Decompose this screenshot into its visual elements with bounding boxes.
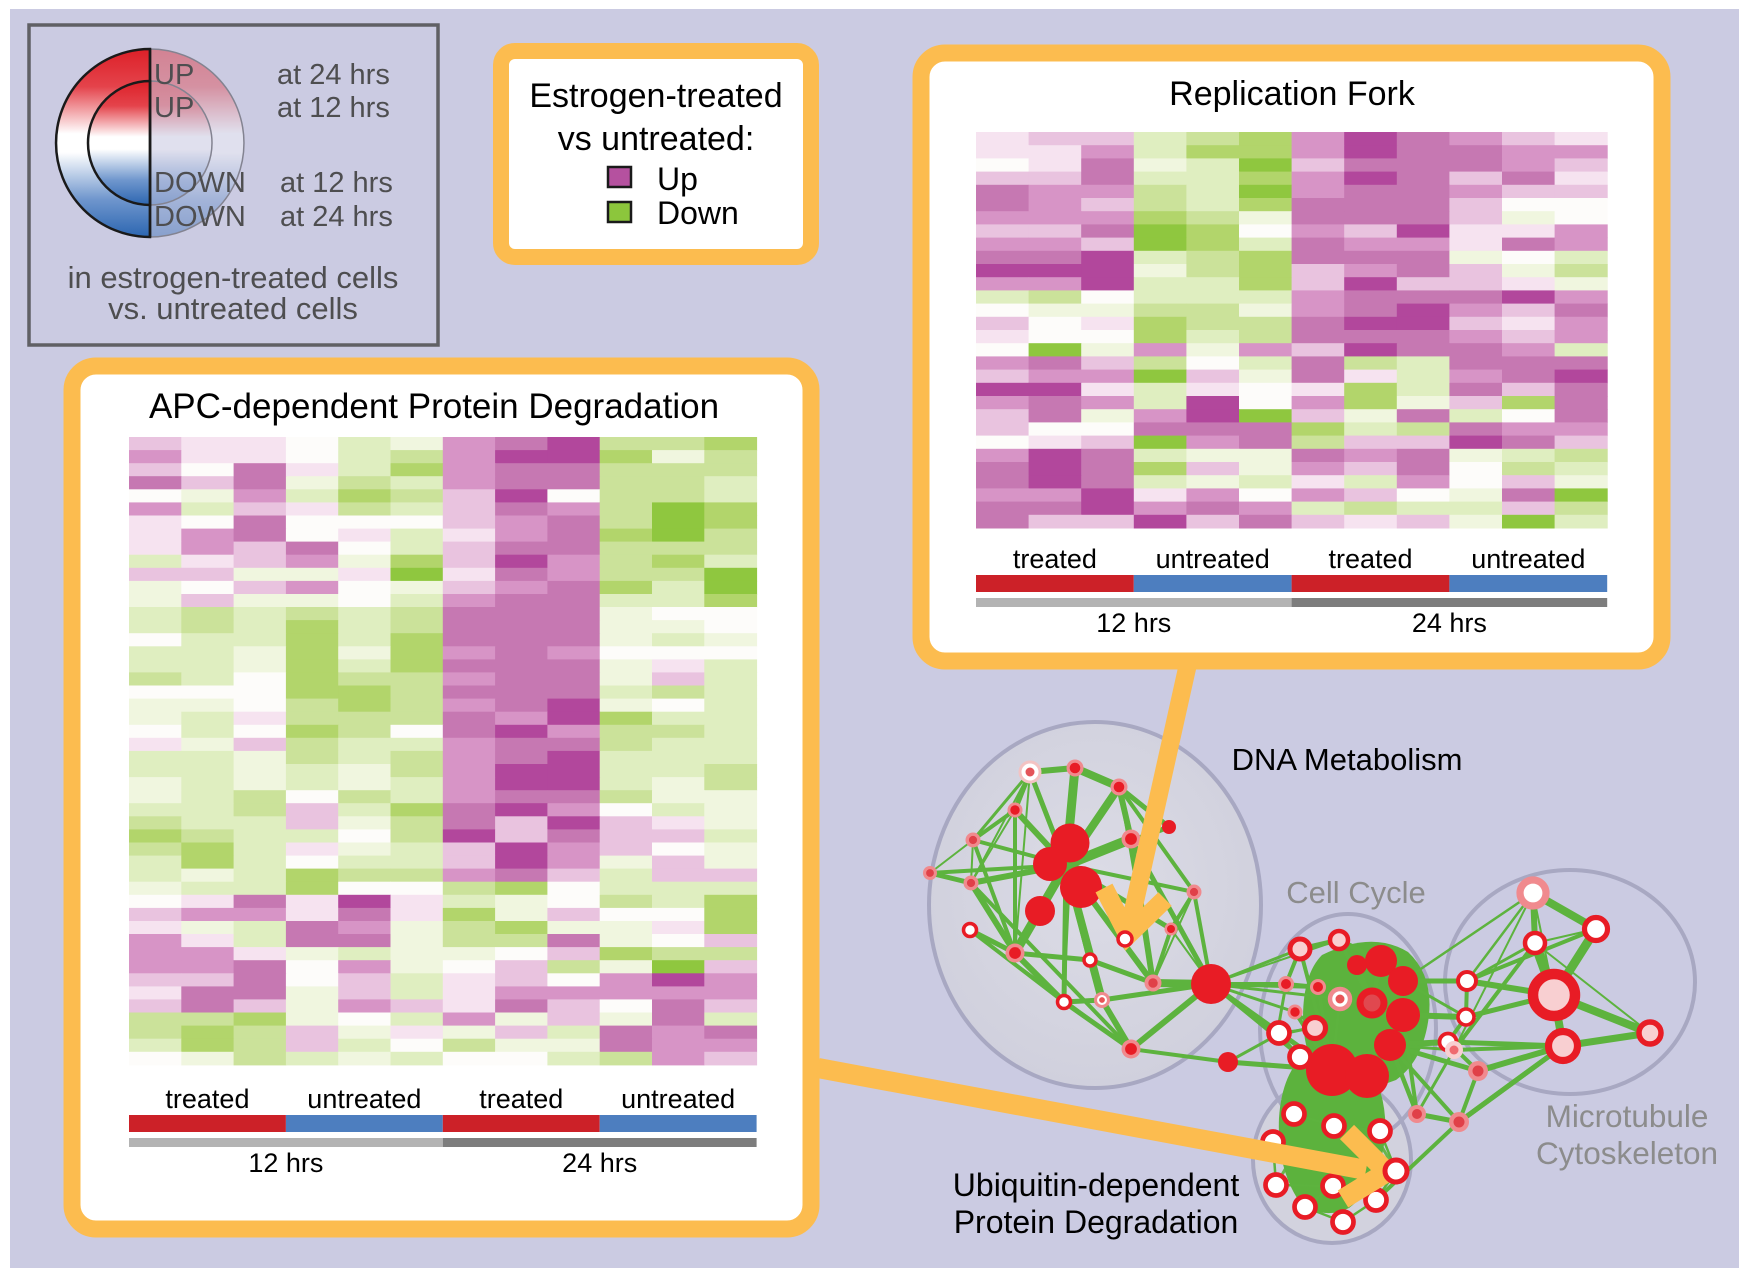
- svg-text:Cytoskeleton: Cytoskeleton: [1536, 1135, 1718, 1171]
- svg-text:at 24 hrs: at 24 hrs: [280, 201, 393, 233]
- svg-text:treated: treated: [479, 1084, 563, 1114]
- svg-text:at 24 hrs: at 24 hrs: [277, 59, 390, 91]
- svg-text:DOWN: DOWN: [154, 167, 246, 199]
- svg-text:at 12 hrs: at 12 hrs: [277, 92, 390, 124]
- svg-text:Protein Degradation: Protein Degradation: [954, 1204, 1239, 1240]
- svg-text:treated: treated: [165, 1084, 249, 1114]
- svg-text:treated: treated: [1328, 544, 1412, 574]
- svg-text:Replication Fork: Replication Fork: [1169, 75, 1416, 113]
- svg-text:untreated: untreated: [307, 1084, 421, 1114]
- svg-text:Cell Cycle: Cell Cycle: [1286, 875, 1426, 910]
- svg-text:in estrogen-treated cells: in estrogen-treated cells: [68, 260, 399, 295]
- svg-text:24 hrs: 24 hrs: [562, 1148, 637, 1178]
- svg-text:APC-dependent Protein Degradat: APC-dependent Protein Degradation: [149, 387, 719, 426]
- svg-text:Microtubule: Microtubule: [1546, 1098, 1709, 1134]
- svg-text:DNA Metabolism: DNA Metabolism: [1232, 742, 1463, 777]
- svg-text:12 hrs: 12 hrs: [1096, 608, 1171, 638]
- svg-text:Up: Up: [657, 161, 698, 197]
- svg-text:treated: treated: [1013, 544, 1097, 574]
- svg-text:untreated: untreated: [1471, 544, 1585, 574]
- svg-text:UP: UP: [154, 92, 194, 124]
- svg-text:Down: Down: [657, 195, 739, 231]
- svg-text:vs untreated:: vs untreated:: [558, 120, 755, 158]
- svg-text:at 12 hrs: at 12 hrs: [280, 167, 393, 199]
- svg-text:12 hrs: 12 hrs: [248, 1148, 323, 1178]
- svg-text:24 hrs: 24 hrs: [1412, 608, 1487, 638]
- svg-text:UP: UP: [154, 59, 194, 91]
- svg-text:Ubiquitin-dependent: Ubiquitin-dependent: [953, 1167, 1240, 1203]
- svg-text:untreated: untreated: [1156, 544, 1270, 574]
- svg-text:untreated: untreated: [621, 1084, 735, 1114]
- svg-text:vs. untreated cells: vs. untreated cells: [108, 291, 358, 326]
- svg-text:Estrogen-treated: Estrogen-treated: [529, 77, 782, 115]
- svg-text:DOWN: DOWN: [154, 201, 246, 233]
